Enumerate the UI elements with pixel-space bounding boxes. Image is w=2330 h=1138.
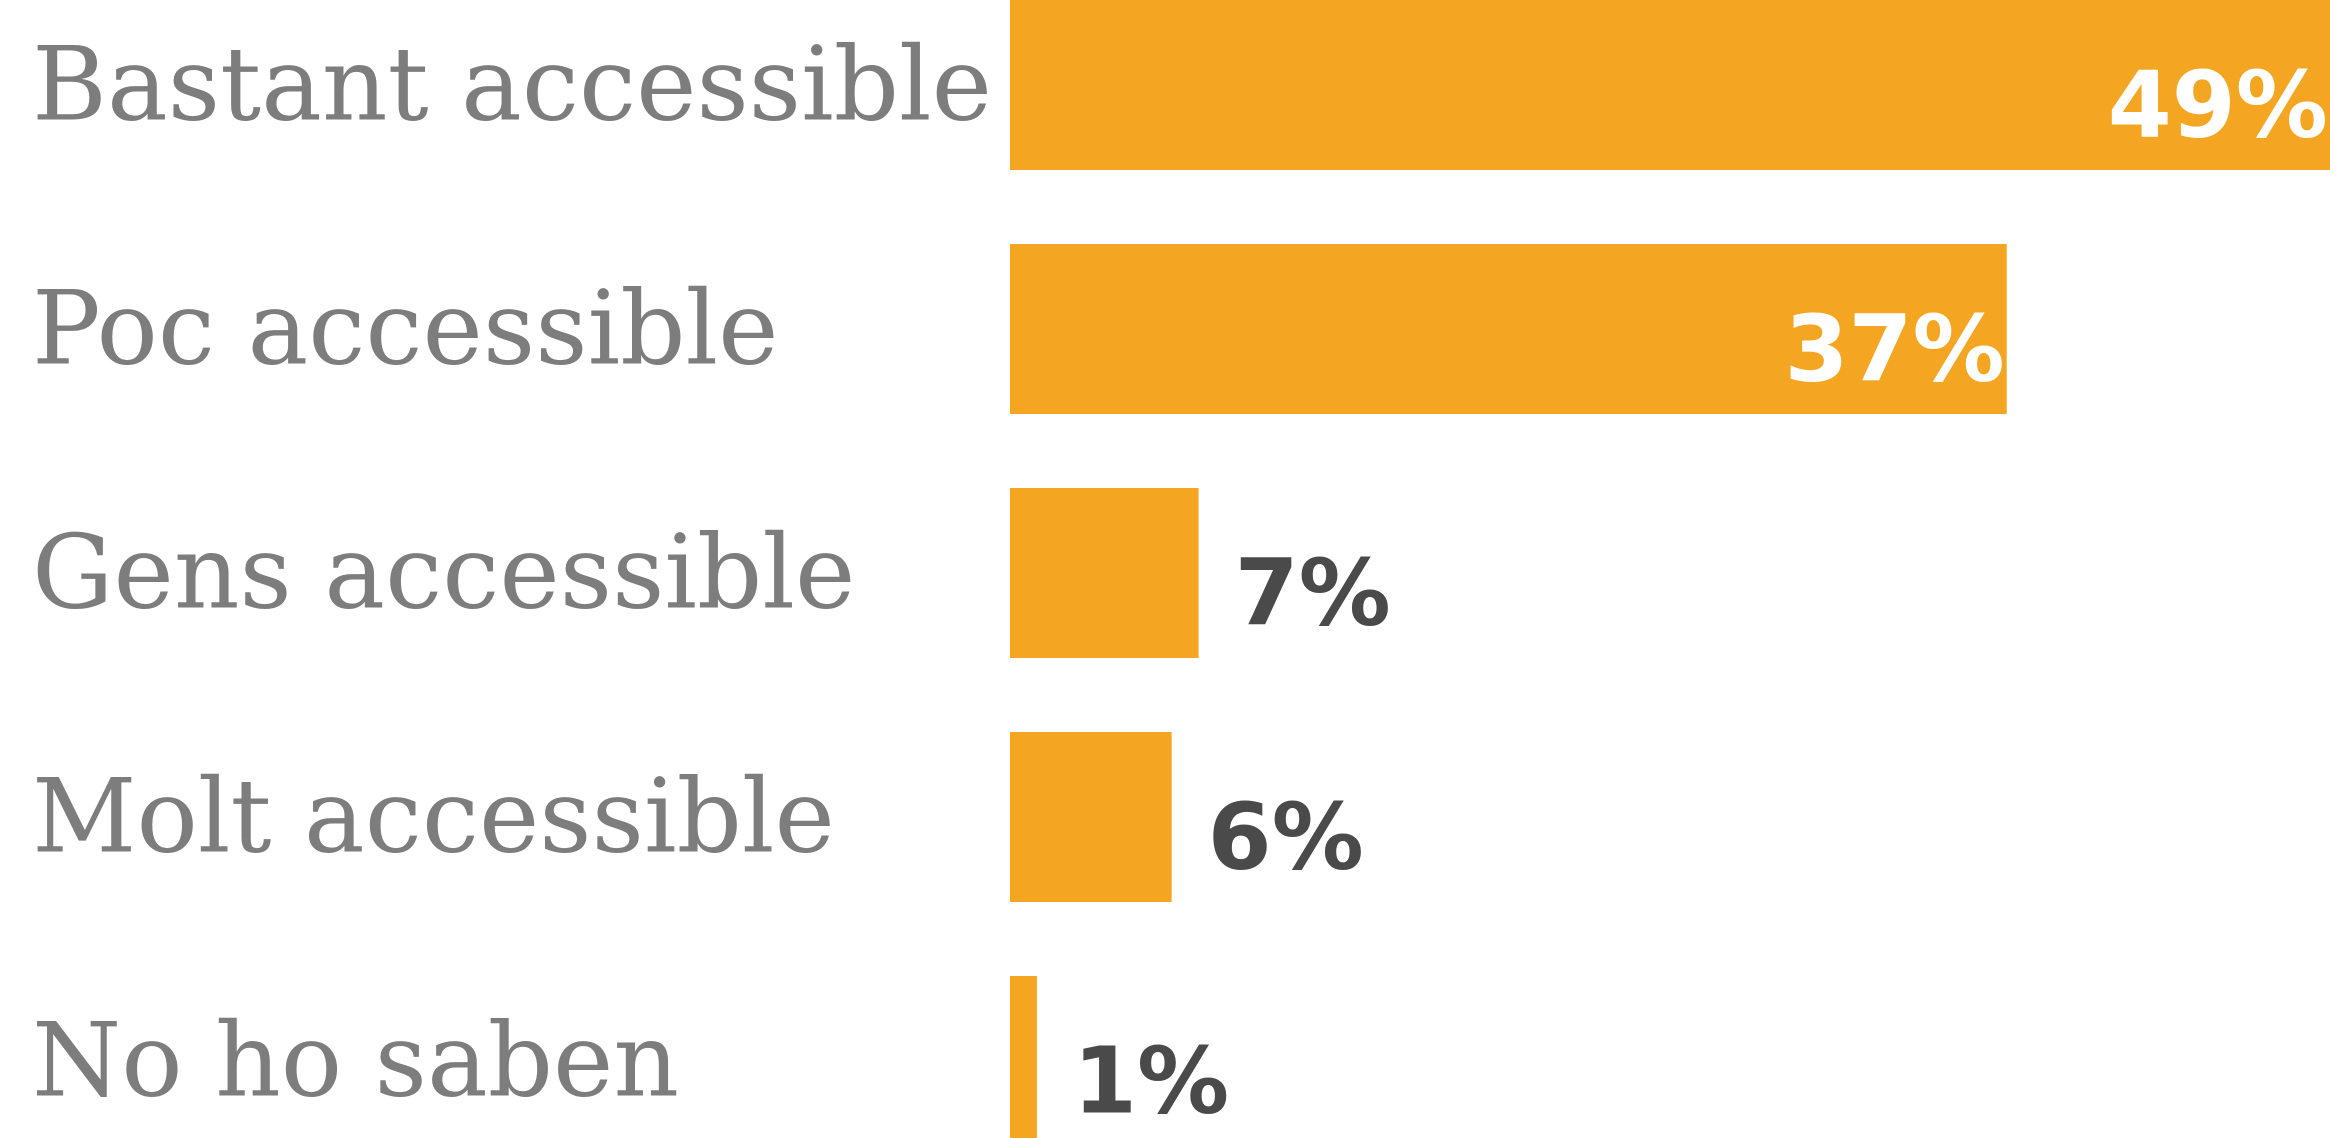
value-label-molt-accessible: 6% xyxy=(1208,784,1364,891)
value-labels: 49% 37% 7% 6% 1% xyxy=(1073,52,2328,1135)
bar-poc-accessible xyxy=(1010,244,2007,414)
bar-gens-accessible xyxy=(1010,488,1199,658)
bars xyxy=(1010,0,2330,1138)
category-labels: Bastant accessible Poc accessible Gens acc… xyxy=(32,26,992,1121)
value-label-bastant-accessible: 49% xyxy=(2108,52,2328,159)
value-label-gens-accessible: 7% xyxy=(1235,540,1391,647)
category-label-poc-accessible: Poc accessible xyxy=(32,270,778,389)
value-label-no-ho-saben: 1% xyxy=(1073,1028,1229,1135)
bar-no-ho-saben xyxy=(1010,976,1037,1138)
category-label-molt-accessible: Molt accessible xyxy=(32,758,835,877)
bar-molt-accessible xyxy=(1010,732,1172,902)
category-label-no-ho-saben: No ho saben xyxy=(32,1002,679,1121)
category-label-gens-accessible: Gens accessible xyxy=(32,514,855,633)
category-label-bastant-accessible: Bastant accessible xyxy=(32,26,992,145)
bar-bastant-accessible xyxy=(1010,0,2330,170)
value-label-poc-accessible: 37% xyxy=(1785,296,2005,403)
